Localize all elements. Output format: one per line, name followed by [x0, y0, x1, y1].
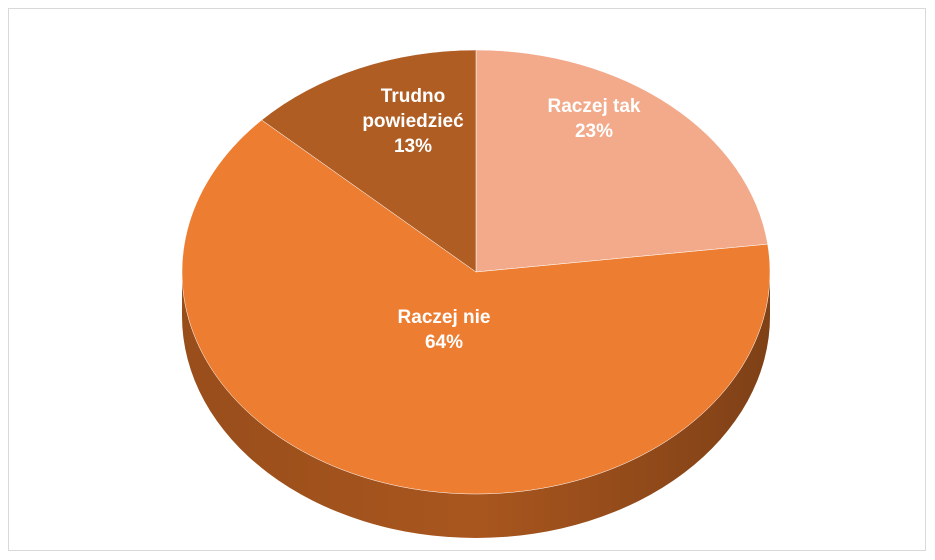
data-label-2: Raczej nie 64% [398, 307, 491, 353]
pie-slice-1 [475, 49, 768, 273]
data-label-category: Raczej nie [398, 307, 491, 328]
data-label-3: Trudno powiedzieć 13% [362, 86, 464, 157]
data-label-value: 23% [575, 121, 613, 142]
data-label-category: powiedzieć [362, 111, 464, 132]
pie-slice-2 [181, 119, 771, 495]
data-label-1: Raczej tak 23% [548, 96, 641, 142]
pie-slice-3 [261, 49, 477, 273]
pie-side-walls [182, 272, 770, 538]
data-label-category: Trudno [381, 86, 445, 107]
data-label-value: 64% [425, 332, 463, 353]
pie-slices [181, 49, 771, 495]
data-label-category: Raczej tak [548, 96, 641, 117]
pie-side-shade-2 [182, 272, 770, 538]
pie-data-labels: Raczej tak 23% Raczej nie 64% Trudno powiedzi… [362, 86, 641, 353]
data-label-value: 13% [394, 136, 432, 157]
